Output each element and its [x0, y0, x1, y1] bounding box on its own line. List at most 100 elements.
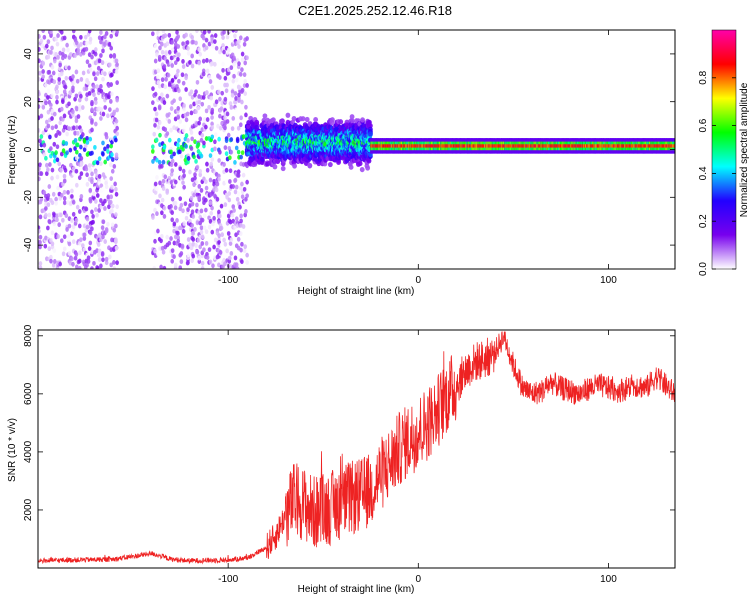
spectrogram-cell — [348, 164, 354, 170]
spectrogram-cell — [177, 52, 181, 58]
spectrogram-cell — [217, 233, 221, 239]
spectrogram-cell — [115, 30, 119, 35]
spectrogram-cell — [114, 58, 119, 64]
spectrogram-cell — [197, 60, 201, 66]
spectrogram-cell — [231, 30, 236, 33]
spectrogram-cell — [272, 164, 278, 170]
spectrogram-cell — [154, 117, 159, 123]
spectrogram-cell — [195, 164, 200, 170]
spectrogram-cell — [101, 140, 105, 146]
spectrogram-cell — [90, 179, 94, 185]
spectrogram-cell — [87, 63, 92, 69]
spectrogram-cell — [45, 43, 49, 49]
spectrogram-cell — [70, 256, 74, 262]
spectrogram-cell — [239, 218, 243, 224]
spectrogram-cell — [200, 132, 205, 138]
spectrogram-cell — [110, 157, 115, 162]
spectrogram-cell — [103, 206, 107, 211]
spectrogram-cell — [176, 56, 180, 62]
spectrogram-cell — [190, 201, 195, 207]
spectrogram-cell — [199, 208, 204, 214]
spectrogram-cell — [628, 144, 632, 148]
spectrogram-cell — [50, 116, 54, 121]
spectrogram-cell — [169, 149, 173, 155]
spectrogram-cell — [193, 172, 197, 178]
spectrogram-cell — [160, 197, 165, 203]
spectrogram-cell — [176, 238, 181, 244]
spectrogram-cell — [97, 156, 102, 162]
spectrogram-cell — [50, 200, 55, 206]
spectrogram-cell — [169, 154, 174, 160]
spectrogram-cell — [228, 168, 233, 174]
spectrogram-cell — [188, 169, 192, 175]
spectrogram-cell — [214, 99, 219, 105]
spectrogram-cell — [73, 255, 78, 261]
spectrogram-cell — [70, 188, 74, 194]
spectrogram-cell — [205, 255, 210, 260]
spectrogram-cell — [67, 65, 71, 71]
spectrogram-cell — [85, 139, 90, 145]
spectrogram-cell — [82, 236, 87, 241]
spectrogram-cell — [84, 86, 89, 92]
spectrogram-cell — [360, 117, 365, 123]
spectrogram-cell — [219, 106, 224, 111]
spectrogram-cell — [49, 188, 53, 194]
spectrogram-cell — [172, 240, 177, 246]
spectrogram-cell — [189, 195, 194, 201]
spectrogram-cell — [218, 75, 222, 80]
spectrogram-cell — [218, 250, 223, 255]
spectrogram-cell — [227, 77, 232, 82]
spectrogram-cell — [46, 123, 51, 129]
spectrogram-cell — [197, 47, 202, 52]
spectrogram-cell — [100, 252, 105, 257]
spectrogram-cell — [172, 254, 176, 260]
spectrogram-cell — [115, 260, 119, 266]
spectrogram-cell — [173, 205, 178, 211]
spectrogram-cell — [221, 61, 225, 67]
spectrogram-cell — [49, 254, 53, 260]
spectrogram-cell — [85, 182, 90, 187]
spectrogram-cell — [182, 221, 186, 226]
spectrogram-cell — [209, 161, 214, 167]
spectrogram-cell — [61, 139, 66, 145]
spectrogram-cell — [95, 71, 100, 76]
spectrogram-cell — [229, 250, 234, 256]
spectrogram-cell — [165, 131, 170, 137]
spectrogram-cell — [213, 139, 217, 145]
spectrogram-cell — [238, 71, 243, 77]
spectrogram-cell — [181, 64, 186, 69]
spectrogram-cell — [38, 34, 41, 39]
spectrogram-cell — [38, 58, 41, 64]
spectrogram-cell — [50, 64, 55, 70]
spectrogram-cell — [191, 253, 196, 259]
spectrogram-cell — [199, 188, 204, 193]
spectrogram-cell — [103, 198, 107, 204]
spectrogram-cell — [41, 61, 45, 66]
spectrogram-cell — [46, 39, 51, 45]
spectrogram-cell — [186, 50, 191, 56]
spectrogram-cell — [204, 185, 209, 191]
spectrogram-cell — [243, 244, 248, 250]
spectrogram-cell — [77, 223, 82, 229]
spectrogram-cell — [85, 40, 90, 46]
spectrogram-cell — [50, 230, 55, 236]
spectrogram-cell — [214, 187, 219, 193]
spectrogram-cell — [151, 31, 155, 37]
spectrogram-cell — [81, 132, 85, 137]
spectrogram-cell — [71, 199, 76, 205]
spectrogram-cell — [213, 33, 218, 38]
spectrogram-cell — [167, 175, 172, 181]
spectrogram-cell — [212, 244, 216, 250]
spectrogram-cell — [52, 248, 57, 253]
spectrogram-cell — [151, 144, 155, 150]
spectrogram-cell — [602, 144, 606, 148]
spectrogram-cell — [245, 83, 249, 88]
spectrogram-cell — [633, 144, 636, 148]
spectrogram-cell — [189, 89, 194, 95]
spectrogram-cell — [223, 115, 227, 121]
spectrogram-cell — [215, 196, 220, 202]
spectrogram-cell — [227, 197, 232, 203]
spectrogram-cell — [75, 264, 79, 269]
spectrogram-cell — [208, 200, 213, 206]
spectrogram-cell — [169, 55, 174, 61]
